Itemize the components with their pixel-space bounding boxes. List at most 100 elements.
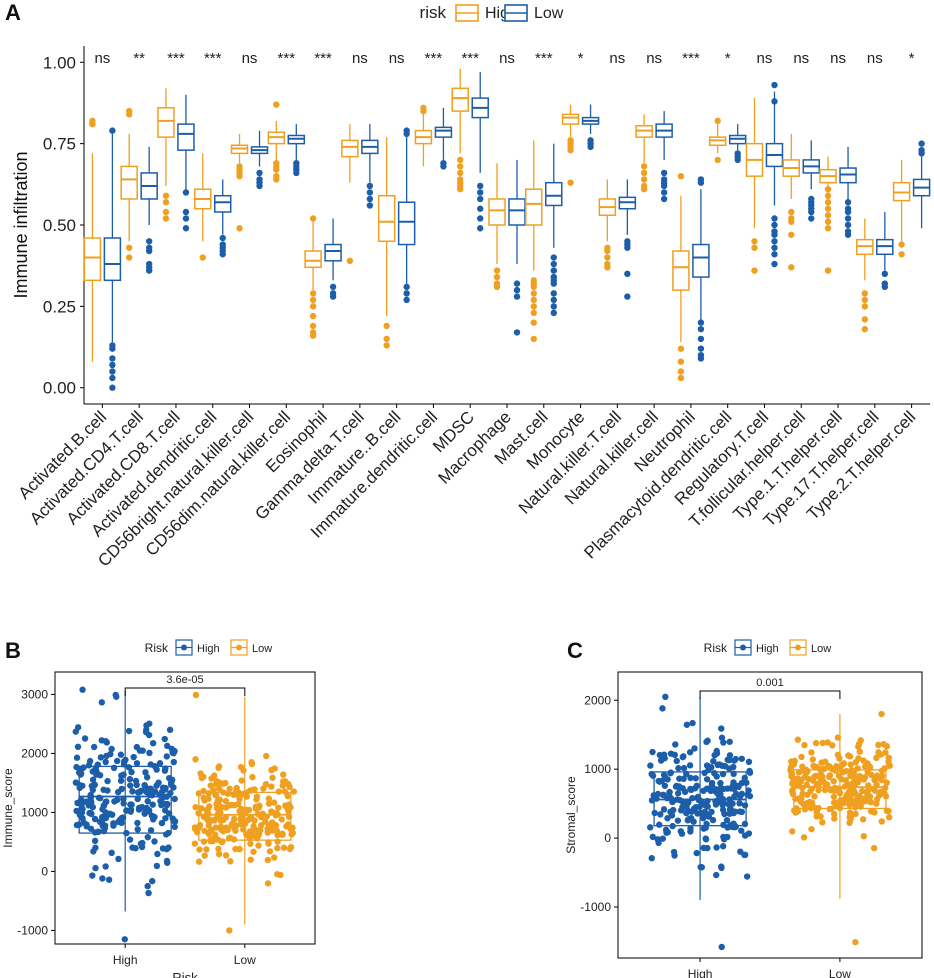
jitter-point bbox=[166, 726, 174, 734]
outlier-point bbox=[550, 267, 557, 274]
jitter-point bbox=[260, 785, 267, 792]
jitter-point bbox=[206, 818, 213, 826]
jitter-point bbox=[87, 809, 94, 817]
jitter-point bbox=[671, 852, 678, 859]
y-axis-title: Immune_score bbox=[1, 768, 15, 848]
box-high bbox=[230, 133, 249, 232]
jitter-point bbox=[149, 739, 157, 747]
jitter-point bbox=[878, 710, 885, 718]
jitter-point bbox=[72, 779, 80, 786]
significance-label: * bbox=[725, 50, 731, 67]
jitter-point bbox=[745, 830, 753, 837]
legend-key-low bbox=[230, 639, 248, 656]
jitter-point bbox=[104, 787, 111, 794]
outlier-point bbox=[550, 296, 557, 304]
jitter-point bbox=[196, 846, 203, 853]
jitter-point bbox=[141, 781, 148, 789]
jitter-point bbox=[161, 767, 169, 774]
jitter-point bbox=[798, 753, 805, 761]
outlier-point bbox=[697, 345, 705, 352]
jitter-point bbox=[108, 745, 115, 753]
jitter-point bbox=[683, 721, 691, 728]
outlier-point bbox=[824, 205, 832, 212]
legend-c: Risk High Low bbox=[704, 639, 831, 656]
jitter-point bbox=[732, 823, 740, 830]
jitter-point bbox=[120, 761, 128, 768]
jitter-point bbox=[280, 844, 288, 851]
jitter-point bbox=[799, 790, 806, 798]
y-tick-label: 0 bbox=[604, 831, 611, 845]
jitter-point bbox=[741, 774, 748, 782]
jitter-point bbox=[226, 927, 233, 934]
outlier-point bbox=[881, 283, 889, 291]
jitter-point bbox=[686, 749, 694, 756]
jitter-point bbox=[290, 788, 298, 795]
jitter-point bbox=[254, 810, 262, 818]
jitter-point bbox=[149, 877, 156, 885]
jitter-point bbox=[212, 792, 220, 799]
jitter-point bbox=[825, 773, 833, 781]
legend-title: Risk bbox=[145, 641, 169, 655]
plot-frame bbox=[617, 671, 923, 959]
box-iqr bbox=[525, 188, 543, 226]
jitter-point bbox=[802, 770, 810, 777]
jitter-point bbox=[730, 770, 737, 778]
outlier-point bbox=[403, 296, 410, 304]
y-tick-label: -1000 bbox=[580, 900, 611, 914]
pvalue-label: 0.001 bbox=[756, 677, 784, 689]
outlier-point bbox=[567, 146, 574, 154]
jitter-point bbox=[238, 777, 245, 784]
box-iqr bbox=[397, 201, 416, 246]
outlier-point bbox=[861, 296, 869, 304]
legend-key-point bbox=[181, 644, 187, 651]
outlier-point bbox=[346, 257, 354, 264]
jitter-point bbox=[693, 849, 700, 857]
outlier-point bbox=[824, 225, 832, 232]
outlier-point bbox=[493, 267, 501, 274]
jitter-point bbox=[657, 811, 664, 818]
jitter-point bbox=[88, 782, 96, 790]
outlier-point bbox=[898, 251, 905, 258]
jitter-point bbox=[885, 813, 893, 821]
jitter-point bbox=[161, 807, 169, 814]
box-high bbox=[561, 104, 580, 186]
jitter-point bbox=[819, 778, 826, 785]
jitter-point bbox=[664, 776, 671, 783]
jitter-point bbox=[268, 808, 275, 815]
jitter-point bbox=[247, 840, 254, 847]
jitter-point bbox=[263, 752, 270, 760]
jitter-point bbox=[144, 833, 151, 841]
jitter-point bbox=[680, 764, 688, 772]
jitter-point bbox=[713, 871, 720, 879]
jitter-point bbox=[850, 781, 857, 789]
jitter-point bbox=[81, 735, 89, 742]
jitter-point bbox=[139, 747, 146, 754]
jitter-point bbox=[804, 791, 811, 798]
significance-label: ns bbox=[352, 50, 368, 67]
outlier-point bbox=[844, 221, 852, 229]
outlier-point bbox=[624, 293, 631, 300]
jitter-point bbox=[719, 843, 727, 850]
jitter-point bbox=[282, 802, 289, 809]
legend-key-low bbox=[504, 4, 528, 22]
jitter-point bbox=[102, 863, 109, 870]
jitter-point bbox=[692, 804, 700, 811]
jitter-point bbox=[683, 809, 690, 817]
outlier-point bbox=[182, 215, 190, 222]
outlier-point bbox=[861, 303, 869, 310]
jitter-point bbox=[274, 838, 281, 845]
jitter-point bbox=[277, 871, 284, 879]
y-axis-title: Stromal_score bbox=[564, 776, 578, 854]
box-low bbox=[324, 218, 342, 300]
jitter-point bbox=[830, 793, 838, 800]
jitter-point bbox=[134, 819, 141, 827]
outlier-point bbox=[550, 303, 557, 310]
pvalue-bracket bbox=[699, 690, 841, 699]
jitter-point bbox=[875, 741, 882, 749]
jitter-point bbox=[115, 855, 122, 863]
jitter-point bbox=[847, 814, 855, 821]
jitter-point bbox=[791, 757, 798, 765]
jitter-point bbox=[232, 845, 239, 853]
outlier-point bbox=[567, 179, 574, 186]
outlier-point bbox=[309, 296, 317, 304]
